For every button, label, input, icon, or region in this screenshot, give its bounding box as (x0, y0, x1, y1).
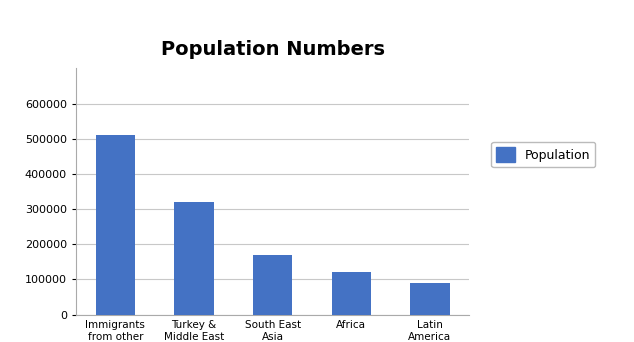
Legend: Population: Population (491, 142, 595, 167)
Bar (410, 283, 450, 315)
Title: Population Numbers: Population Numbers (160, 40, 385, 58)
Bar (253, 255, 292, 315)
Bar (96, 135, 135, 315)
Bar (332, 273, 371, 315)
Bar (174, 202, 214, 315)
